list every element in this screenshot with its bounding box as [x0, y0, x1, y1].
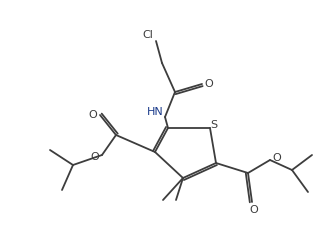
Text: S: S: [211, 120, 217, 130]
Text: O: O: [91, 152, 99, 162]
Text: HN: HN: [147, 107, 163, 117]
Text: O: O: [273, 153, 281, 163]
Text: O: O: [205, 79, 214, 89]
Text: O: O: [89, 110, 97, 120]
Text: O: O: [250, 205, 259, 215]
Text: Cl: Cl: [142, 30, 154, 40]
